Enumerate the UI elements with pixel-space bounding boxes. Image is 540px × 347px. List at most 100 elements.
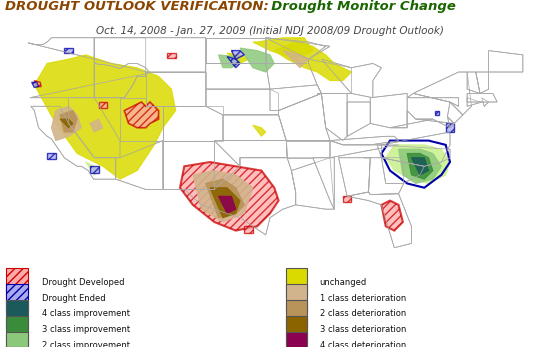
Polygon shape [244, 226, 253, 233]
Text: 2 class deterioration: 2 class deterioration [320, 310, 406, 319]
Text: 2 class improvement: 2 class improvement [42, 341, 130, 347]
Polygon shape [467, 72, 480, 93]
FancyBboxPatch shape [286, 268, 307, 296]
Polygon shape [227, 57, 240, 68]
Polygon shape [364, 158, 404, 195]
Polygon shape [330, 136, 399, 145]
Polygon shape [339, 158, 370, 196]
Polygon shape [167, 53, 176, 58]
Polygon shape [286, 141, 330, 158]
FancyBboxPatch shape [5, 284, 28, 312]
Polygon shape [343, 196, 352, 202]
Polygon shape [28, 38, 150, 73]
Polygon shape [317, 93, 347, 141]
Polygon shape [219, 196, 236, 213]
Text: Drought Developed: Drought Developed [42, 278, 125, 287]
Polygon shape [206, 38, 266, 64]
Polygon shape [266, 38, 326, 59]
Polygon shape [240, 48, 274, 72]
Polygon shape [448, 102, 463, 124]
Polygon shape [489, 51, 523, 72]
Polygon shape [31, 106, 116, 179]
Polygon shape [86, 162, 99, 175]
Polygon shape [184, 158, 296, 235]
Polygon shape [94, 38, 146, 98]
Polygon shape [64, 48, 73, 53]
Text: DROUGHT OUTLOOK VERIFICATION:: DROUGHT OUTLOOK VERIFICATION: [5, 0, 269, 13]
Polygon shape [206, 89, 279, 115]
Polygon shape [60, 111, 77, 132]
Polygon shape [448, 117, 454, 128]
Polygon shape [69, 98, 120, 158]
Polygon shape [390, 111, 433, 128]
Polygon shape [124, 102, 159, 128]
Polygon shape [34, 81, 41, 87]
Polygon shape [407, 153, 433, 179]
Polygon shape [279, 93, 330, 141]
FancyBboxPatch shape [286, 316, 307, 344]
Polygon shape [274, 42, 352, 81]
Text: 4 class improvement: 4 class improvement [42, 310, 130, 319]
Polygon shape [90, 166, 99, 173]
Polygon shape [321, 59, 381, 98]
Polygon shape [377, 145, 450, 166]
Polygon shape [253, 125, 266, 136]
FancyBboxPatch shape [5, 268, 28, 296]
Polygon shape [227, 53, 248, 64]
Polygon shape [381, 158, 424, 184]
Polygon shape [47, 153, 56, 159]
Polygon shape [219, 55, 240, 68]
Polygon shape [446, 124, 454, 132]
Polygon shape [411, 158, 429, 175]
Polygon shape [163, 141, 214, 189]
Text: 3 class improvement: 3 class improvement [42, 325, 130, 335]
Polygon shape [476, 72, 489, 93]
Polygon shape [399, 149, 441, 184]
Polygon shape [386, 145, 450, 184]
Polygon shape [210, 188, 240, 218]
Polygon shape [381, 132, 450, 166]
Text: 3 class deterioration: 3 class deterioration [320, 325, 406, 335]
FancyBboxPatch shape [286, 300, 307, 328]
Polygon shape [266, 38, 330, 64]
Polygon shape [94, 38, 206, 98]
FancyBboxPatch shape [5, 331, 28, 347]
Polygon shape [116, 141, 163, 189]
Polygon shape [347, 102, 370, 136]
Polygon shape [407, 93, 458, 106]
Polygon shape [467, 93, 497, 102]
FancyBboxPatch shape [5, 316, 28, 344]
Polygon shape [435, 111, 439, 115]
Polygon shape [90, 119, 103, 132]
Polygon shape [32, 82, 38, 87]
Polygon shape [120, 98, 163, 141]
Polygon shape [206, 64, 270, 89]
Text: 4 class deterioration: 4 class deterioration [320, 341, 406, 347]
Polygon shape [347, 192, 411, 248]
Polygon shape [253, 38, 313, 59]
Text: Drought Ended: Drought Ended [42, 294, 106, 303]
Polygon shape [270, 85, 321, 111]
Polygon shape [206, 179, 244, 218]
Polygon shape [232, 51, 244, 59]
Polygon shape [146, 72, 206, 106]
Polygon shape [60, 119, 73, 128]
FancyBboxPatch shape [5, 300, 28, 328]
Polygon shape [214, 141, 287, 166]
Text: unchanged: unchanged [320, 278, 367, 287]
Text: Oct. 14, 2008 - Jan. 27, 2009 (Initial NDJ 2008/09 Drought Outlook): Oct. 14, 2008 - Jan. 27, 2009 (Initial N… [96, 26, 444, 36]
Polygon shape [416, 119, 454, 128]
FancyBboxPatch shape [286, 331, 307, 347]
Polygon shape [283, 51, 308, 68]
Text: Drought Monitor Change: Drought Monitor Change [262, 0, 456, 13]
Polygon shape [330, 141, 399, 158]
Text: 1 class deterioration: 1 class deterioration [320, 294, 406, 303]
Polygon shape [99, 102, 107, 108]
Polygon shape [180, 162, 279, 231]
Polygon shape [34, 55, 176, 179]
Polygon shape [413, 72, 471, 115]
Polygon shape [223, 115, 286, 141]
FancyBboxPatch shape [286, 284, 307, 312]
Polygon shape [51, 106, 82, 141]
Polygon shape [467, 98, 482, 106]
